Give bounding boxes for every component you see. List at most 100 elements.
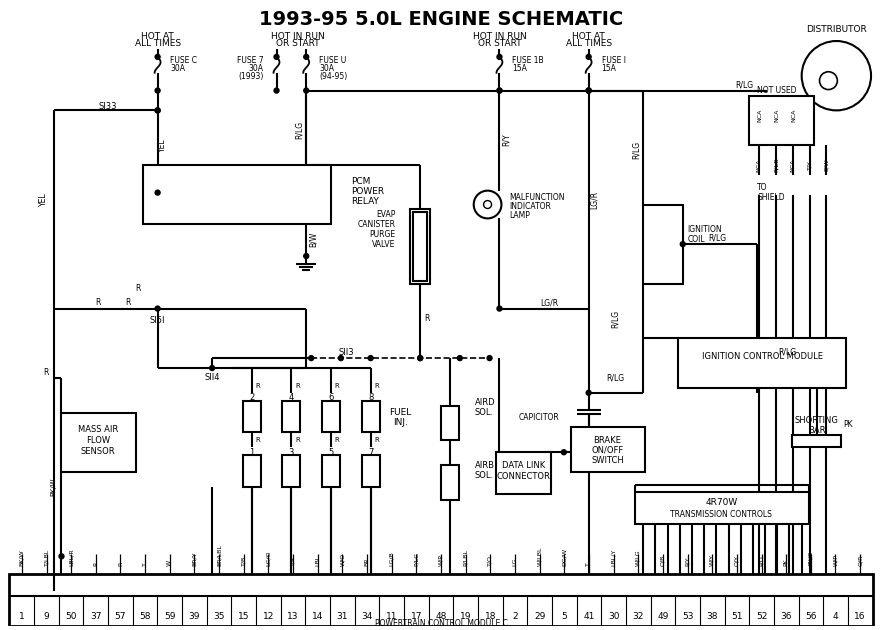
Bar	[410, 210, 430, 284]
Text: FUSE 7: FUSE 7	[237, 56, 264, 66]
Text: INJ.: INJ.	[393, 418, 407, 427]
Text: NCA: NCA	[790, 158, 796, 171]
Circle shape	[155, 108, 160, 113]
Circle shape	[155, 54, 160, 59]
Text: BR/LBL: BR/LBL	[217, 544, 221, 566]
Text: FUSE U: FUSE U	[319, 56, 347, 66]
Text: TO: TO	[757, 183, 767, 192]
Text: SWITCH: SWITCH	[591, 455, 624, 465]
Text: 4: 4	[833, 612, 838, 621]
Text: FUSE C: FUSE C	[170, 56, 198, 66]
Text: 16: 16	[855, 612, 866, 621]
Text: 15A: 15A	[602, 64, 617, 73]
Text: 52: 52	[756, 612, 767, 621]
Text: 51: 51	[731, 612, 743, 621]
Bar	[243, 455, 261, 487]
Text: 18: 18	[484, 612, 496, 621]
Text: NCA: NCA	[758, 108, 763, 122]
Text: FUSE I: FUSE I	[602, 56, 625, 66]
Text: LG/R: LG/R	[540, 298, 558, 307]
Text: 13: 13	[288, 612, 299, 621]
Text: 30: 30	[608, 612, 619, 621]
Circle shape	[562, 450, 566, 455]
Text: R/Y: R/Y	[502, 134, 511, 146]
Text: NCA: NCA	[791, 108, 796, 122]
Text: 5: 5	[562, 612, 567, 621]
Bar	[9, 574, 873, 626]
Bar	[62, 413, 136, 472]
Text: W/LBL: W/LBL	[537, 547, 542, 566]
Text: CONNECTOR: CONNECTOR	[497, 471, 550, 481]
Text: EVAP: EVAP	[376, 210, 395, 219]
Text: 35: 35	[213, 612, 225, 621]
Text: NOT USED: NOT USED	[757, 86, 796, 95]
Text: T: T	[587, 563, 592, 566]
Circle shape	[587, 88, 591, 93]
Circle shape	[339, 355, 343, 360]
Text: 57: 57	[115, 612, 126, 621]
Text: ALL TIMES: ALL TIMES	[135, 40, 181, 49]
Text: R: R	[135, 284, 140, 293]
Text: 15: 15	[238, 612, 250, 621]
Text: NCA: NCA	[757, 158, 761, 171]
Bar	[792, 435, 841, 447]
Circle shape	[59, 554, 64, 559]
Text: R: R	[95, 298, 101, 307]
Text: B/W: B/W	[309, 232, 318, 247]
Circle shape	[680, 242, 685, 246]
Text: 9: 9	[43, 612, 49, 621]
Text: 5: 5	[328, 448, 333, 457]
Circle shape	[368, 355, 373, 360]
Bar	[282, 455, 300, 487]
Text: TRANSMISSION CONTROLS: TRANSMISSION CONTROLS	[670, 510, 773, 519]
Text: SI5I: SI5I	[150, 316, 165, 325]
Text: MALFUNCTION: MALFUNCTION	[510, 193, 564, 202]
Text: SOL.: SOL.	[475, 471, 494, 479]
Bar	[362, 401, 379, 432]
Bar	[414, 212, 427, 281]
Text: SII4: SII4	[205, 374, 220, 382]
Text: LBL/R: LBL/R	[69, 549, 74, 566]
Text: NCA: NCA	[774, 108, 780, 122]
Text: FUSE 1B: FUSE 1B	[512, 56, 544, 66]
Text: W: W	[168, 560, 172, 566]
Text: 39: 39	[189, 612, 200, 621]
Text: POWER: POWER	[351, 187, 384, 196]
Text: 14: 14	[312, 612, 324, 621]
Text: SI33: SI33	[99, 102, 117, 111]
Text: R/LG: R/LG	[606, 374, 624, 382]
Text: R: R	[374, 437, 379, 444]
Text: 12: 12	[263, 612, 274, 621]
Circle shape	[418, 355, 422, 360]
Text: T/R: T/R	[290, 556, 295, 566]
Text: 34: 34	[362, 612, 373, 621]
Text: ON/OFF: ON/OFF	[591, 446, 624, 455]
Text: T: T	[143, 563, 147, 566]
Text: BR: BR	[364, 558, 370, 566]
Text: BRAKE: BRAKE	[594, 436, 622, 445]
Text: (1993): (1993)	[238, 72, 264, 81]
Text: R: R	[334, 437, 340, 444]
Text: LG/O: LG/O	[265, 551, 271, 566]
Text: R: R	[43, 369, 49, 377]
Text: 1: 1	[249, 448, 254, 457]
Bar	[243, 401, 261, 432]
Text: P/LBL: P/LBL	[463, 549, 468, 566]
Text: T/LBL: T/LBL	[44, 549, 49, 566]
Text: DG/W: DG/W	[562, 548, 567, 566]
Text: 6: 6	[328, 393, 333, 402]
Text: R/LG: R/LG	[708, 234, 727, 243]
Circle shape	[497, 54, 502, 59]
Circle shape	[458, 355, 462, 360]
Text: R: R	[295, 383, 300, 389]
Text: AIRB: AIRB	[475, 461, 495, 469]
Text: OR START: OR START	[276, 40, 320, 49]
Text: 30A: 30A	[170, 64, 185, 73]
Text: 32: 32	[632, 612, 644, 621]
Text: 4R70W: 4R70W	[706, 498, 737, 507]
Text: GY/O: GY/O	[808, 551, 813, 566]
Text: 4: 4	[288, 393, 294, 402]
Circle shape	[587, 88, 591, 93]
Text: IGNITION CONTROL MODULE: IGNITION CONTROL MODULE	[701, 352, 823, 360]
Text: PURGE: PURGE	[370, 230, 395, 239]
